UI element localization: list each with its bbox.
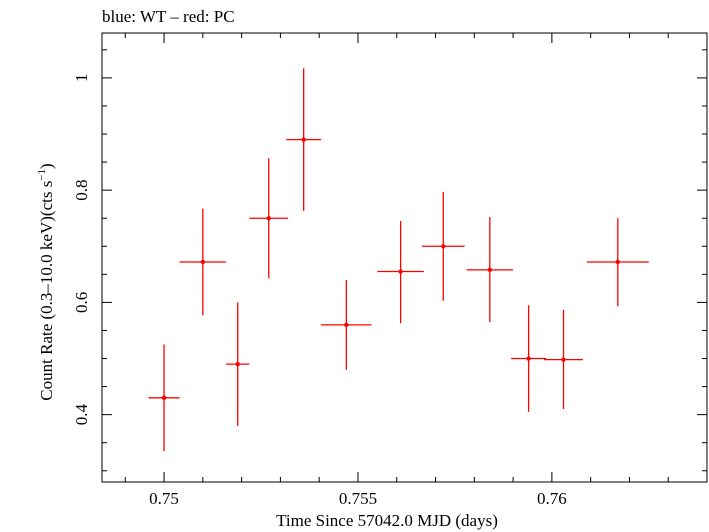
y-axis-ticks [102,49,707,472]
data-marker [615,259,621,265]
y-axis-title-superscript: −1 [36,169,48,181]
data-point [586,218,649,307]
data-marker [441,244,446,249]
data-point [226,302,250,426]
data-point [321,279,372,370]
data-marker [344,322,349,328]
plot-frame [101,32,708,483]
y-tick-label: 0.8 [72,180,91,201]
y-axis-title-suffix: ) [37,163,56,169]
data-series-pc [148,68,649,452]
y-axis-title: Count Rate (0.3–10.0 keV)(cts s−1) [36,163,56,400]
x-axis-title: Time Since 57042.0 MJD (days) [276,511,498,530]
data-marker [487,267,493,273]
data-marker [398,269,403,274]
data-point [466,217,514,323]
x-tick-label: 0.75 [149,489,179,508]
data-point [249,158,289,279]
data-marker [200,259,206,265]
data-point [421,191,465,301]
x-axis-tick-labels: 0.75 0.755 0.76 [149,489,567,508]
y-tick-label: 0.6 [72,292,91,313]
data-point [544,309,583,410]
x-tick-label: 0.76 [537,489,567,508]
data-point [286,68,322,211]
data-point [148,344,180,452]
data-marker [301,137,306,142]
data-marker [561,357,566,362]
x-axis-ticks [124,33,708,482]
data-point [179,208,227,316]
data-marker [161,395,167,401]
y-axis-title-main: Count Rate (0.3–10.0 keV)(cts s [37,181,56,401]
data-marker [235,361,240,367]
y-tick-label: 1 [72,74,91,83]
data-marker [266,216,271,221]
x-tick-label: 0.755 [339,489,377,508]
data-point [511,305,547,412]
chart-title: blue: WT – red: PC [102,7,235,26]
data-marker [526,356,531,361]
y-axis-tick-labels: 0.4 0.6 0.8 1 [72,74,91,426]
y-tick-label: 0.4 [72,404,91,426]
data-point [377,221,424,324]
